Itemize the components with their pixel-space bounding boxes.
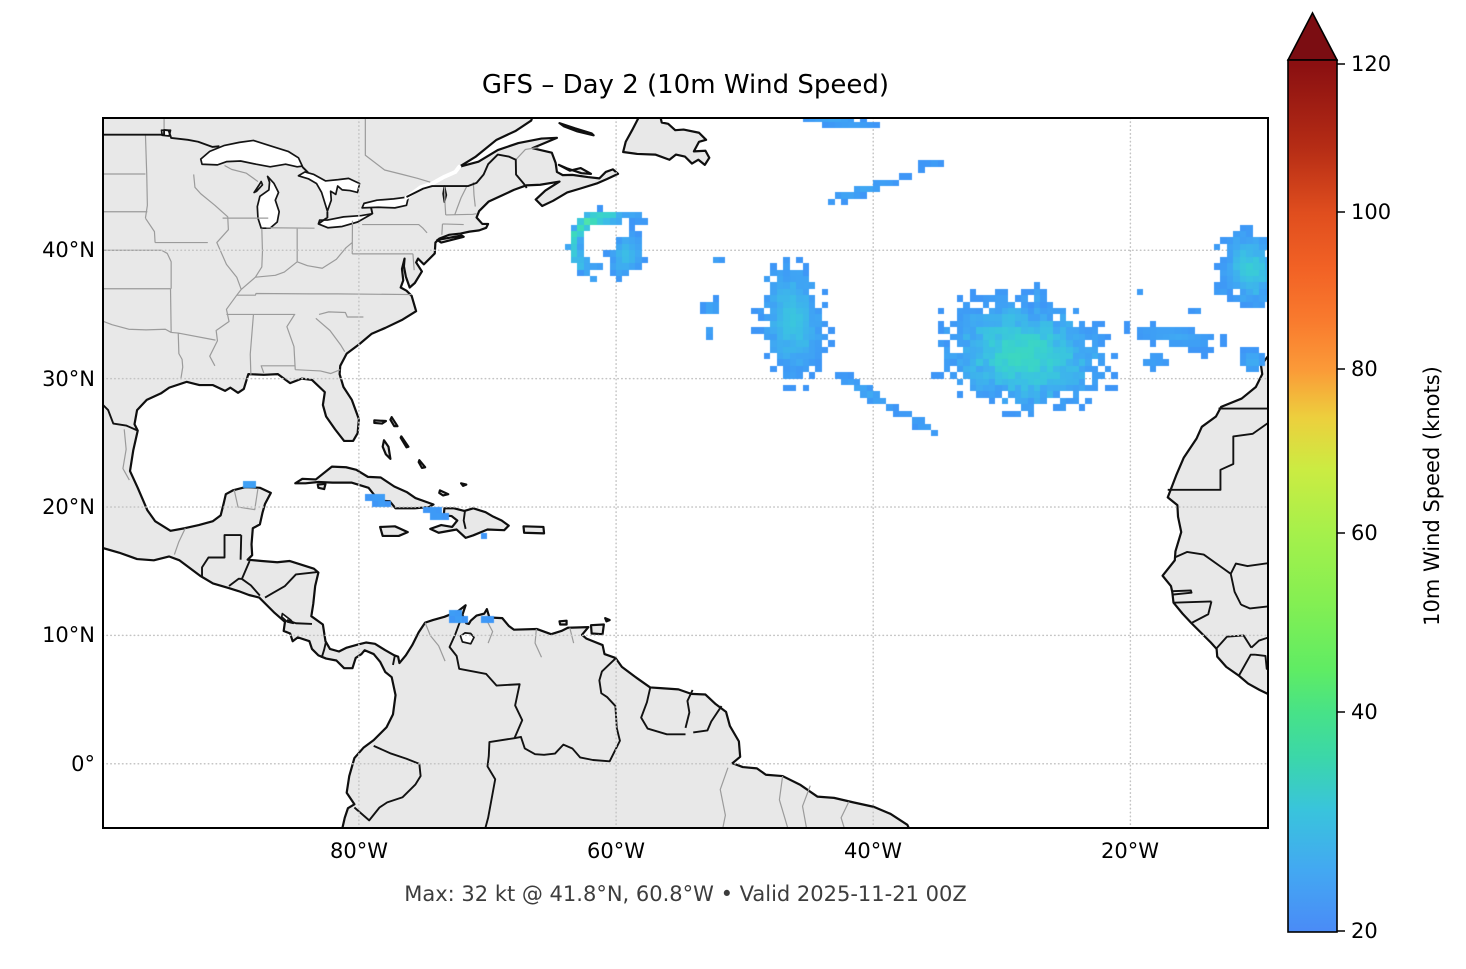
chart-title: GFS – Day 2 (10m Wind Speed) (481, 70, 890, 100)
xtick-40w: 40°W (844, 839, 902, 863)
ytick-20n: 20°N (42, 495, 95, 519)
cbtick-120: 120 (1351, 52, 1392, 76)
ytick-40n: 40°N (42, 238, 95, 262)
ytick-10n: 10°N (42, 623, 95, 647)
ytick-0: 0° (71, 752, 95, 776)
colorbar-tick-marks (1337, 63, 1345, 932)
wind-speed-layer (103, 118, 1268, 828)
cbtick-40: 40 (1351, 700, 1378, 724)
cbtick-100: 100 (1351, 200, 1392, 224)
cbtick-20: 20 (1351, 919, 1378, 943)
colorbar-bar (1287, 59, 1338, 933)
cbtick-80: 80 (1351, 357, 1378, 381)
xtick-80w: 80°W (330, 839, 388, 863)
ytick-30n: 30°N (42, 367, 95, 391)
cbtick-60: 60 (1351, 521, 1378, 545)
xtick-60w: 60°W (587, 839, 645, 863)
colorbar-axis-label: 10m Wind Speed (knots) (1420, 366, 1444, 626)
colorbar-extend-arrow (1286, 11, 1339, 61)
chart-caption: Max: 32 kt @ 41.8°N, 60.8°W • Valid 2025… (404, 882, 967, 906)
xtick-20w: 20°W (1101, 839, 1159, 863)
